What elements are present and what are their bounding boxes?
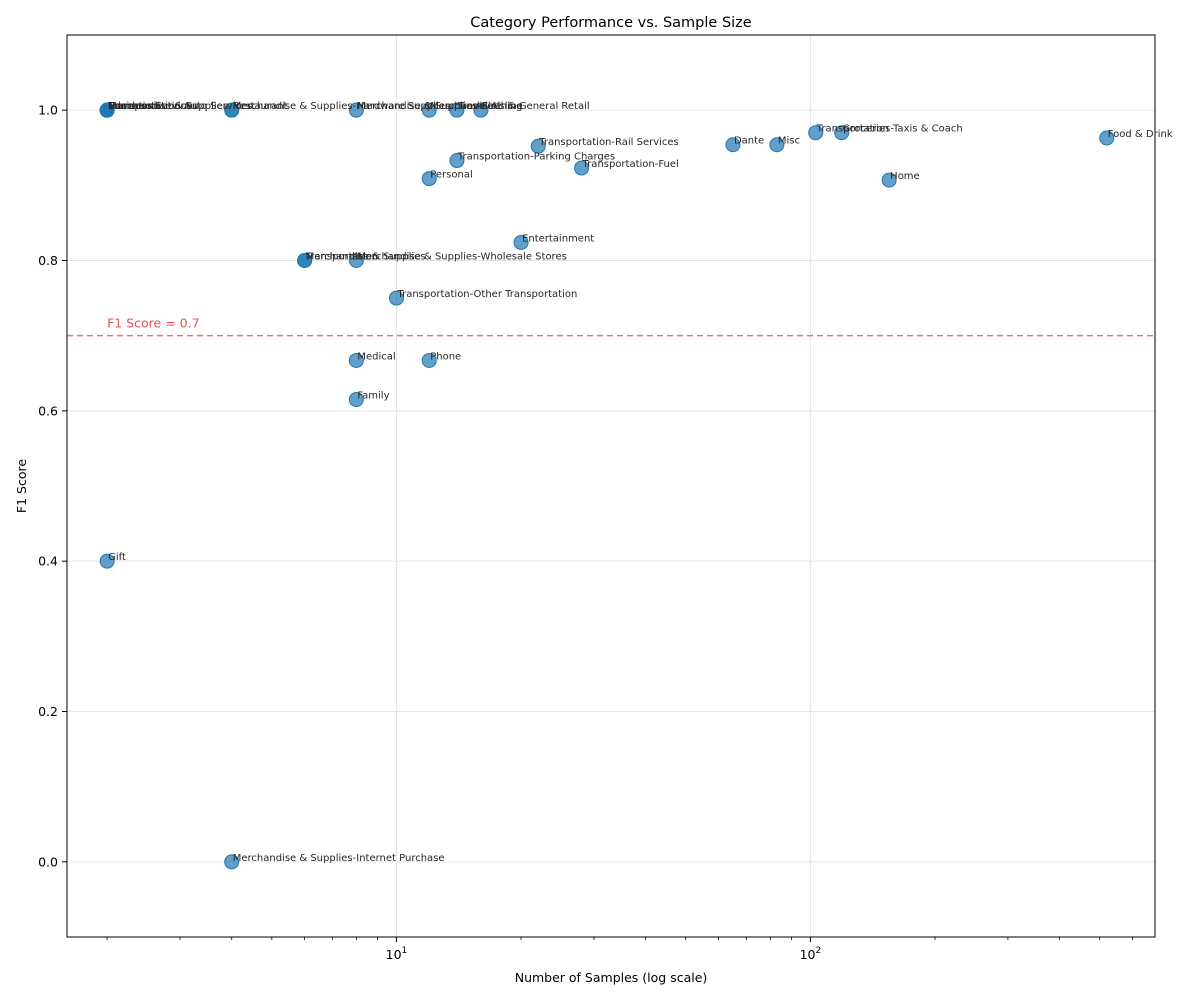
data-point xyxy=(834,125,850,141)
data-point xyxy=(348,253,364,268)
point-label: Medical xyxy=(357,351,395,362)
data-point xyxy=(530,138,546,154)
point-label: Merchandise & Supplies xyxy=(306,252,426,263)
y-axis-ticks: 0.0 0.2 0.4 0.6 0.8 1.0 xyxy=(38,103,67,869)
data-point xyxy=(449,102,465,118)
x-tick-base: 10 xyxy=(800,947,816,962)
point-label: Dante xyxy=(734,136,764,147)
data-point xyxy=(99,102,115,118)
point-label: Merchandise & Supplies-Wholesale Stores xyxy=(357,252,566,263)
data-point xyxy=(725,137,741,153)
reference-line-group: F1 Score = 0.7 xyxy=(67,316,1155,337)
data-point xyxy=(881,172,897,188)
data-point xyxy=(473,102,489,118)
data-point xyxy=(224,854,240,870)
data-point xyxy=(348,102,364,118)
data-point xyxy=(769,137,785,153)
y-tick-label: 0.8 xyxy=(38,253,58,268)
data-point xyxy=(297,253,313,268)
data-point xyxy=(513,234,529,250)
point-label: Restaurant xyxy=(233,101,288,112)
x-tick-exponent: 1 xyxy=(402,946,408,956)
data-point xyxy=(808,125,824,141)
x-axis-ticks: 101 102 xyxy=(106,937,1133,962)
plot-frame xyxy=(66,34,1156,938)
point-label: Groceries-Taxis & Coach xyxy=(843,124,963,135)
point-label: Family xyxy=(357,391,389,402)
point-label: Transportation-Other Transportation xyxy=(396,289,577,300)
point-label: Personal xyxy=(430,170,473,181)
y-tick-label: 0.4 xyxy=(38,554,58,569)
point-label: Transportation xyxy=(305,252,378,263)
point-label: Home xyxy=(890,171,920,182)
y-axis-label: F1 Score xyxy=(14,459,29,513)
data-point xyxy=(348,352,364,368)
point-label: Transportation-Parking Charges xyxy=(457,152,615,163)
y-tick-label: 0.6 xyxy=(38,403,58,418)
point-label: Merchandise & Supplies-Hardware Supplies xyxy=(233,101,450,112)
data-point xyxy=(449,153,465,169)
data-point xyxy=(421,352,437,368)
point-label: Communications xyxy=(108,101,192,112)
reference-line-label: F1 Score = 0.7 xyxy=(107,316,199,331)
grid-lines xyxy=(67,35,1155,937)
data-point xyxy=(421,171,437,187)
x-tick-base: 10 xyxy=(386,947,402,962)
y-tick-label: 0.0 xyxy=(38,854,58,869)
y-tick-label: 0.2 xyxy=(38,704,58,719)
point-label: Education xyxy=(108,101,158,112)
point-label: Transportation-Auto Services xyxy=(107,101,252,112)
point-label: Merchandise & Supplies-Clothing xyxy=(357,101,522,112)
data-points xyxy=(99,102,1115,870)
x-axis-label: Number of Samples (log scale) xyxy=(515,970,708,985)
point-label: Entertainment xyxy=(522,233,594,244)
y-tick-label: 1.0 xyxy=(38,103,58,118)
point-label: Phone xyxy=(430,351,461,362)
point-label: Business Services xyxy=(108,101,197,112)
data-point xyxy=(348,392,364,408)
x-tick-label: 101 xyxy=(386,946,408,962)
point-label: Merchandise & Supplies-Internet Purchase xyxy=(233,853,445,864)
point-label: Misc xyxy=(778,136,800,147)
point-label: Gift xyxy=(108,552,126,563)
point-label: Transportation-Rail Services xyxy=(538,137,679,148)
point-label: Fees & General Retail xyxy=(482,101,590,112)
data-point xyxy=(388,290,404,306)
data-point xyxy=(224,102,240,118)
point-label: Travel-Airline xyxy=(457,101,523,112)
chart-title: Category Performance vs. Sample Size xyxy=(470,15,752,31)
point-labels: Merchandise & SuppliesTransportation-Aut… xyxy=(107,101,1173,864)
point-label: Transportation-Fuel xyxy=(582,159,679,170)
x-tick-exponent: 2 xyxy=(815,946,821,956)
point-label: Merchandise & Supplies xyxy=(108,101,228,112)
data-point xyxy=(421,102,437,118)
data-point xyxy=(574,160,590,176)
point-label: Transportation xyxy=(816,124,889,135)
data-point xyxy=(1099,130,1115,146)
point-label: Merchandise xyxy=(430,101,493,112)
x-tick-label: 102 xyxy=(800,946,822,962)
point-label: Food & Drink xyxy=(1108,129,1173,140)
data-point xyxy=(99,553,115,569)
